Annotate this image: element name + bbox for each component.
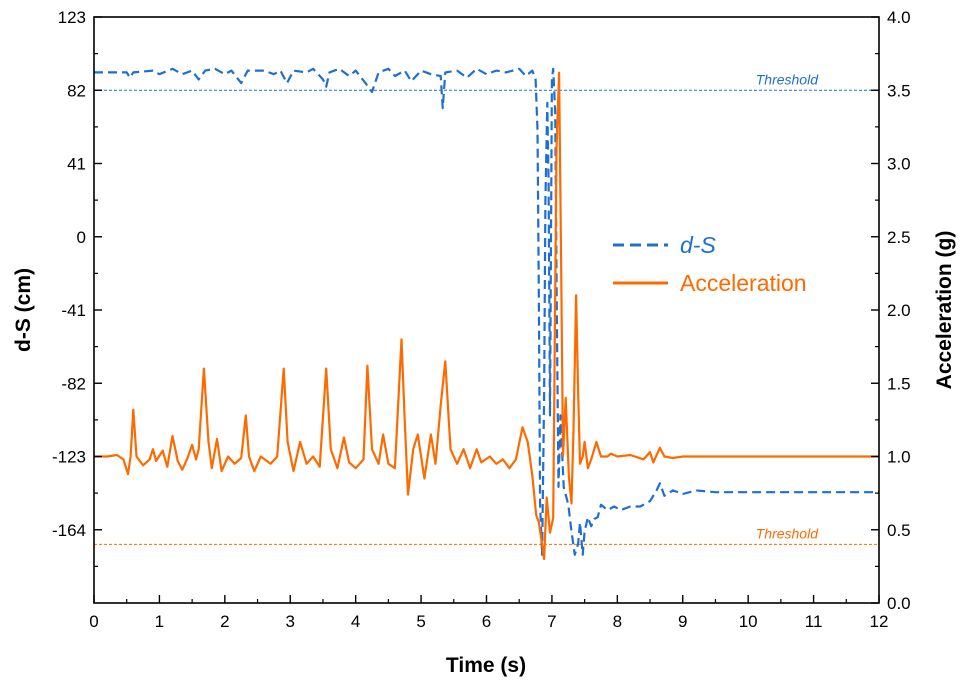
y-right-tick-label: 1.0 (887, 448, 911, 467)
threshold-label-0: Threshold (756, 71, 819, 87)
legend-label-acceleration: Acceleration (680, 270, 807, 296)
series-layer (94, 67, 879, 561)
y-left-tick-label: 41 (67, 155, 86, 174)
threshold-labels: Threshold Threshold (756, 71, 819, 541)
x-tick-label: 5 (416, 612, 425, 631)
x-tick-label: 0 (89, 612, 98, 631)
threshold-label-1: Threshold (756, 525, 819, 541)
plot-frame (93, 16, 880, 604)
y-left-tick-label: -82 (61, 374, 86, 393)
x-tick-label: 6 (482, 612, 491, 631)
x-tick-label: 8 (613, 612, 622, 631)
y-right-tick-label: 0.0 (887, 594, 911, 613)
series-line-ds (94, 67, 879, 556)
x-axis-title: Time (s) (446, 654, 526, 677)
y-left-tick-label: 123 (58, 8, 86, 27)
y-left-tick-label: -41 (61, 301, 86, 320)
y-right-tick-label: 3.5 (887, 81, 911, 100)
y-right-tick-label: 2.5 (887, 228, 911, 247)
legend-label-ds: d-S (680, 232, 716, 258)
x-tick-label: 12 (870, 612, 889, 631)
legend: d-S Acceleration (613, 232, 807, 296)
y-axis-right: 0.0 0.5 1.0 1.5 2.0 2.5 3.0 3.5 4.0 (871, 8, 911, 613)
y-left-tick-label: 0 (77, 228, 86, 247)
threshold-lines (94, 89, 879, 545)
x-tick-label: 4 (351, 612, 360, 631)
y-left-tick-label: 82 (67, 81, 86, 100)
x-tick-label: 10 (739, 612, 758, 631)
y-right-tick-label: 0.5 (887, 521, 911, 540)
y-left-tick-label: -164 (52, 521, 86, 540)
y-axis-left: 123 82 41 0 -41 -82 -123 -164 (52, 8, 102, 567)
y-left-axis-title: d-S (cm) (12, 268, 35, 352)
x-tick-label: 2 (220, 612, 229, 631)
y-right-tick-label: 3.0 (887, 155, 911, 174)
x-axis: 0 1 2 3 4 5 6 7 8 9 10 11 12 (89, 595, 888, 631)
y-left-tick-label: -123 (52, 448, 86, 467)
y-right-tick-label: 2.0 (887, 301, 911, 320)
y-right-tick-label: 4.0 (887, 8, 911, 27)
x-tick-label: 1 (155, 612, 164, 631)
y-right-axis-title: Acceleration (g) (933, 231, 956, 390)
y-right-tick-label: 1.5 (887, 374, 911, 393)
series-line-acceleration (94, 71, 879, 561)
x-tick-label: 3 (286, 612, 295, 631)
x-tick-label: 11 (805, 612, 823, 631)
x-tick-label: 9 (678, 612, 687, 631)
x-tick-label: 7 (547, 612, 556, 631)
